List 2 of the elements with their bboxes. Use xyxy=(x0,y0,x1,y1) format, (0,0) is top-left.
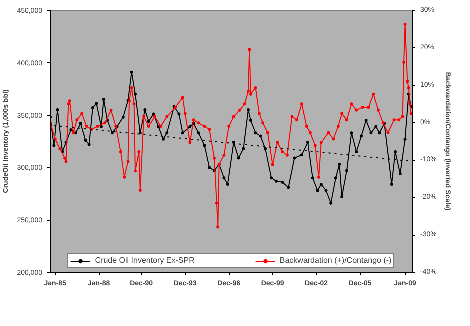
legend-label: Backwardation (+)/Contango (-) xyxy=(280,256,392,265)
legend-label: Crude Oil Inventory Ex-SPR xyxy=(95,256,195,265)
